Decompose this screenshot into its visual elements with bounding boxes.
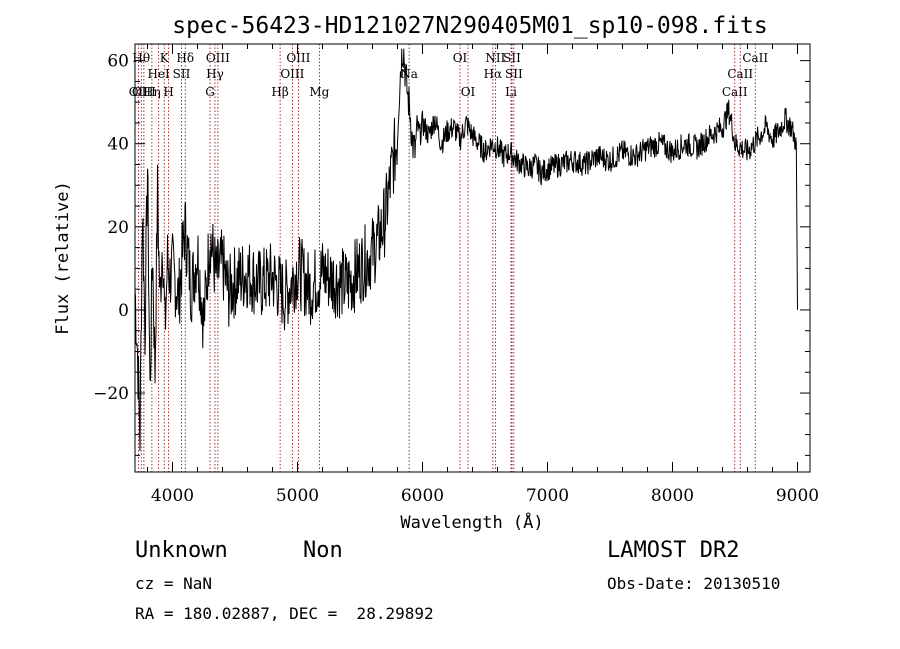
line-label-26: CaII [742,51,768,65]
line-label-22: SII [503,51,521,65]
y-tick-label-3: 40 [107,135,129,155]
line-label-24: CaII [722,85,748,99]
object-class: Unknown [135,538,228,563]
x-tick-label-5: 9000 [776,486,819,506]
plot-frame [134,43,811,473]
line-label-3: Hη [143,85,161,99]
line-label-7: SII [173,67,191,81]
x-tick-label-0: 4000 [151,486,194,506]
line-label-16: Na [400,67,418,81]
line-label-1: Hθ [132,51,150,65]
redshift-cz: cz = NaN [135,574,213,593]
y-tick-label-0: −20 [93,384,129,404]
spectrum-series-line [134,48,798,451]
line-label-21: Li [505,85,517,99]
line-label-20: NII [485,51,505,65]
line-label-19: Hα [484,67,503,81]
y-axis: −20 0 20 40 60 [93,52,810,456]
line-label-17: OI [453,51,468,65]
y-tick-label-1: 0 [118,301,129,321]
x-tick-label-4: 8000 [651,486,694,506]
x-axis: 4000 5000 6000 7000 8000 9000 [147,44,819,506]
line-label-6: H [163,85,173,99]
y-tick-label-2: 20 [107,218,129,238]
y-tick-label-4: 60 [107,52,129,72]
x-tick-label-1: 5000 [276,486,319,506]
x-tick-label-2: 6000 [401,486,444,506]
line-label-9: G [205,85,215,99]
line-label-14: OIII [286,51,310,65]
line-label-10: Hγ [206,67,224,81]
chart-title: spec-56423-HD121027N290405M01_sp10-098.f… [172,13,767,39]
line-label-18: OI [461,85,476,99]
line-label-0: OII [129,85,149,99]
line-label-11: OIII [206,51,230,65]
line-label-2: OIII [132,85,156,99]
line-label-13: OIII [280,67,304,81]
x-axis-label: Wavelength (Å) [400,511,543,533]
y-axis-label: Flux (relative) [53,181,73,335]
x-tick-label-3: 7000 [526,486,569,506]
survey-name: LAMOST DR2 [607,538,740,563]
object-subclass: Non [303,538,343,563]
coordinates: RA = 180.02887, DEC = 28.29892 [135,604,434,623]
line-label-5: K [160,51,170,65]
line-label-15: Mg [309,85,329,99]
line-label-8: Hδ [176,51,194,65]
line-label-23: SII [505,67,523,81]
line-label-12: Hβ [271,85,288,99]
line-label-25: CaII [727,67,753,81]
line-label-4: HeI [147,67,170,81]
observation-date: Obs-Date: 20130510 [607,574,781,593]
